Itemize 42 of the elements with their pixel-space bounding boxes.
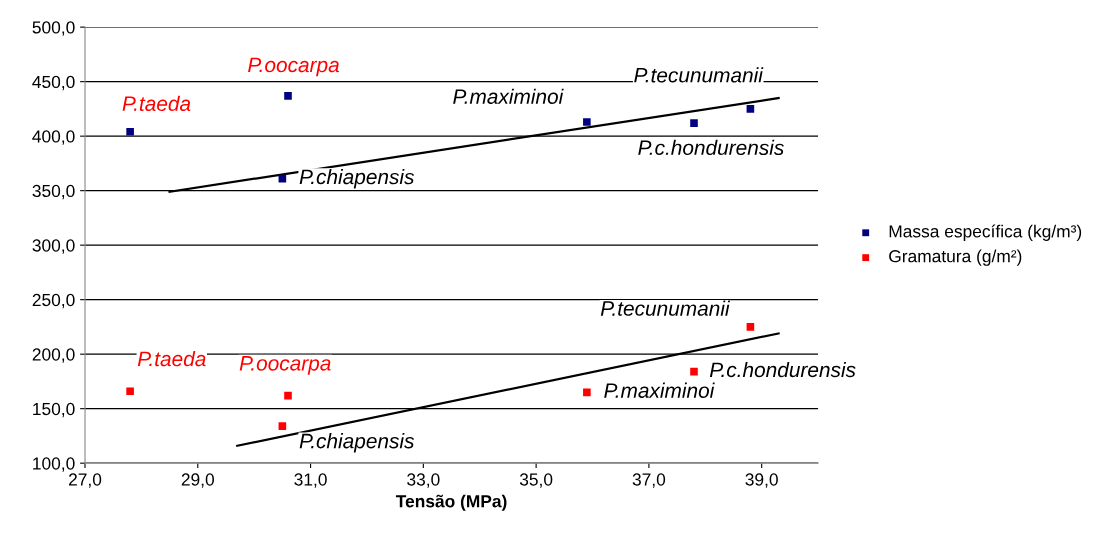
y-tick-label: 150,0	[33, 402, 75, 418]
y-tick-label: 100,0	[33, 457, 75, 472]
x-tick-label: 29,0	[181, 473, 214, 488]
point	[284, 92, 292, 100]
x-tick-label: 35,0	[519, 473, 553, 488]
x-tick-label: 31,0	[294, 473, 327, 488]
y-tick-label: 300,0	[32, 239, 75, 254]
annotation: P.chiapensis	[299, 433, 415, 453]
annotation: P.c.hondurensis	[709, 361, 856, 378]
annotation: P.taeda	[137, 350, 206, 367]
x-tick-label: 39,0	[745, 473, 778, 488]
legend-label: Gramatura (g/m²)	[889, 249, 1022, 266]
y-tick-label: 200,0	[32, 348, 75, 363]
x-tick-label: 37,0	[632, 473, 666, 488]
y-tick-label: 350,0	[32, 184, 75, 200]
point	[278, 422, 287, 430]
annotation: P.taeda	[122, 95, 191, 112]
legend-label: Massa específica (kg/m³)	[889, 224, 1082, 241]
point	[746, 323, 755, 331]
y-tick-label: 450,0	[32, 75, 75, 91]
point	[746, 105, 755, 113]
annotation: P.tecunumanii	[600, 300, 731, 316]
point	[126, 387, 134, 396]
annotation: P.maximinoi	[604, 382, 715, 398]
x-tick-label: 27,0	[68, 473, 102, 488]
y-tick-label: 250,0	[32, 293, 75, 309]
annotation: P.maximinoi	[453, 88, 564, 104]
annotation: P.tecunumanii	[634, 67, 764, 83]
x-tick-label: 33,0	[407, 473, 440, 488]
annotation: P.oocarpa	[248, 57, 339, 77]
y-tick-label: 400,0	[32, 130, 75, 145]
point	[126, 127, 134, 136]
point	[583, 388, 591, 397]
point	[583, 118, 591, 126]
annotation: P.oocarpa	[239, 356, 331, 375]
point	[284, 391, 292, 400]
annotation: P.c.hondurensis	[638, 139, 784, 156]
annotation: P.chiapensis	[299, 168, 415, 189]
point	[690, 367, 698, 376]
x-axis-title: Tensão (MPa)	[395, 494, 507, 511]
point	[690, 119, 698, 127]
y-tick-label: 500,0	[32, 21, 75, 36]
